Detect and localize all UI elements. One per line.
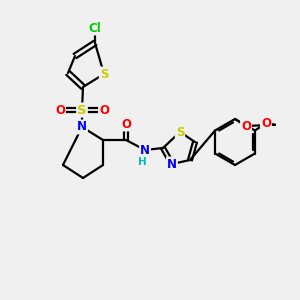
Text: O: O [99, 103, 109, 116]
Text: N: N [140, 143, 150, 157]
Text: O: O [261, 117, 271, 130]
Text: S: S [100, 68, 108, 80]
Text: Cl: Cl [88, 22, 101, 34]
Text: N: N [167, 158, 177, 170]
Text: S: S [77, 103, 87, 116]
Text: N: N [77, 121, 87, 134]
Text: H: H [138, 157, 146, 167]
Text: O: O [121, 118, 131, 130]
Text: S: S [176, 125, 184, 139]
Text: O: O [241, 119, 251, 133]
Text: O: O [55, 103, 65, 116]
